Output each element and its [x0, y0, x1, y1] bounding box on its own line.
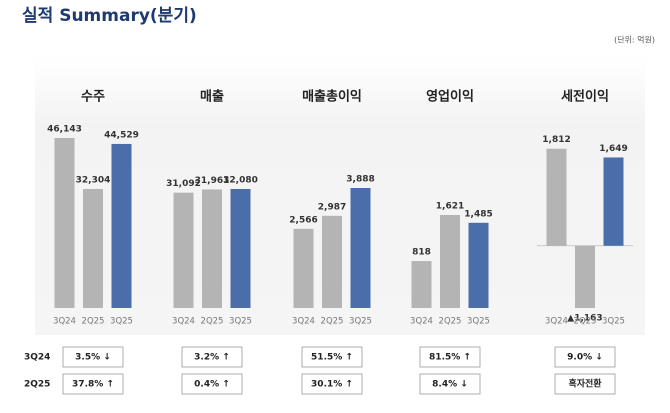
row-label: 2Q25 [24, 380, 50, 390]
x-tick-label: 2Q25 [201, 317, 224, 327]
chart-title: 세전이익 [561, 89, 609, 105]
value-label: 818 [412, 248, 431, 258]
value-label: 31,092 [166, 179, 201, 189]
cell-text: 51.5% ↑ [311, 353, 353, 363]
cell-text: 37.8% ↑ [72, 380, 114, 390]
x-tick-label: 3Q25 [602, 317, 625, 327]
cell-text: 30.1% ↑ [311, 380, 353, 390]
value-label: 3,888 [346, 175, 374, 185]
cell-text: 0.4% ↑ [194, 380, 230, 390]
x-tick-label: 3Q24 [292, 317, 315, 327]
bar [111, 143, 132, 308]
bar [468, 222, 489, 308]
cell-box [419, 373, 481, 395]
cell-box [554, 373, 616, 395]
chart-title: 매출 [200, 89, 224, 105]
cell-text: 81.5% ↑ [429, 353, 471, 363]
bar [202, 189, 222, 308]
value-label: 2,566 [289, 215, 317, 225]
cell-box [181, 373, 243, 395]
x-tick-label: 2Q25 [82, 317, 105, 327]
value-label: 31,961 [195, 176, 230, 186]
bar [83, 188, 103, 308]
unit-note: (단위: 억원) [614, 35, 655, 45]
x-tick-label: 2Q25 [439, 317, 462, 327]
value-label: 46,143 [47, 125, 82, 135]
cell-box [419, 346, 481, 368]
slide-title: 실적 Summary(분기) [22, 6, 197, 26]
comparison-table: 3Q24 3.5% ↓ 3.2% ↑ 51.5% ↑ 81.5% ↑ 9.0% ↓ 2Q25… [24, 346, 616, 395]
bar [350, 188, 371, 308]
cell-box [62, 346, 124, 368]
row-label: 3Q24 [24, 353, 50, 363]
bar [322, 215, 342, 308]
cell-text: 8.4% ↓ [432, 380, 468, 390]
chart-title: 매출총이익 [302, 89, 362, 105]
bar [230, 189, 251, 308]
bar [54, 138, 75, 308]
value-label: 44,529 [104, 130, 139, 140]
value-label: 1,649 [599, 144, 627, 154]
x-tick-label: 3Q25 [229, 317, 252, 327]
x-tick-label: 3Q24 [172, 317, 195, 327]
bar [546, 148, 567, 246]
x-tick-label: 3Q25 [110, 317, 133, 327]
value-label: 1,621 [436, 202, 464, 212]
bar [603, 157, 624, 246]
value-label: 1,485 [464, 209, 492, 219]
cell-text: 3.2% ↑ [194, 353, 230, 363]
cell-box [554, 346, 616, 368]
cell-box [62, 373, 124, 395]
x-tick-label: 3Q25 [467, 317, 490, 327]
cell-box [301, 373, 363, 395]
x-tick-label: 2Q25 [574, 317, 597, 327]
value-label: 32,080 [223, 176, 258, 186]
x-tick-label: 3Q24 [53, 317, 76, 327]
chart-title: 영업이익 [426, 89, 474, 105]
cell-box [181, 346, 243, 368]
bar [173, 192, 194, 308]
cell-box [301, 346, 363, 368]
value-label: 1,812 [542, 135, 570, 145]
x-tick-label: 3Q24 [545, 317, 568, 327]
cell-text: 3.5% ↓ [75, 353, 111, 363]
value-label: 2,987 [318, 202, 346, 212]
value-label: ▲1,163 [567, 314, 602, 324]
value-label: 32,304 [76, 175, 111, 185]
x-tick-label: 3Q25 [349, 317, 372, 327]
bar [440, 215, 460, 308]
bar [575, 245, 595, 308]
chart-title: 수주 [81, 90, 105, 105]
cell-text: 흑자전환 [568, 378, 602, 390]
charts: 수주 46,143 3Q24 32,304 2Q25 44,529 3Q25 매출 31,092… [47, 89, 633, 327]
bar [293, 228, 314, 308]
x-tick-label: 2Q25 [321, 317, 344, 327]
x-tick-label: 3Q24 [410, 317, 433, 327]
cell-text: 9.0% ↓ [567, 353, 603, 363]
bar [411, 261, 432, 308]
